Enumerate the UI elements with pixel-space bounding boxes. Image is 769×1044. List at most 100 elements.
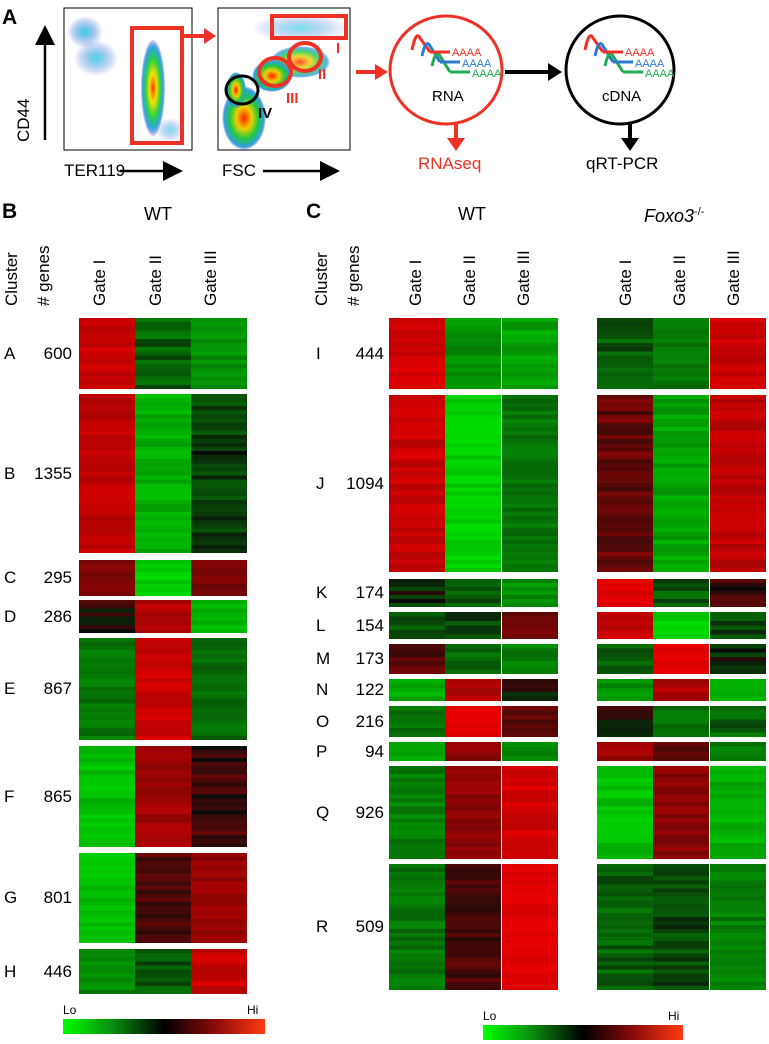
cluster-id-l: L [316,615,326,635]
heatmap-cell-b-gate-3 [191,394,247,553]
heatmap-wt-cell-l-gate-3 [502,612,558,639]
heatmap-wt-cell-q-gate-1 [389,766,445,859]
panel-b-letter: B [2,200,18,223]
heatmap-wt-cell-o-gate-2 [445,706,501,737]
heatmap-wt-cell-n-gate-2 [445,679,501,701]
heatmap-ko-cell-k-gate-2 [653,579,709,607]
cluster-genes-l: 154 [355,615,384,635]
heatmap-ko-cell-l-gate-1 [597,612,653,639]
cluster-id-j: J [316,473,325,493]
qrtpcr-label: qRT-PCR [586,154,659,173]
heatmap-ko-cell-l-gate-2 [653,612,709,639]
heatmap-wt-cell-q-gate-2 [445,766,501,859]
heatmap-ko-cell-j-gate-3 [710,395,766,572]
heatmap-cell-d-gate-2 [135,600,191,633]
gate-label-iii: III [286,90,299,107]
cluster-genes-f: 865 [43,786,72,806]
heatmap-ko-cell-p-gate-3 [710,742,766,761]
cdna-poly-a-3: AAAA [645,68,675,80]
heatmap-ko-cell-m-gate-2 [653,644,709,674]
heatmap-wt-cell-r-gate-1 [389,864,445,990]
cluster-id-o: O [316,711,330,731]
heatmap-cell-e-gate-1 [79,638,135,740]
cluster-genes-b: 1355 [34,463,72,483]
panel-a-graphics [35,7,676,181]
cluster-id-e: E [4,679,16,698]
cdna-poly-a-1: AAAA [625,47,655,59]
cluster-id-m: M [316,649,331,668]
panel-c-ko-col-gate-i: Gate I [616,259,635,306]
heatmap-ko-cell-p-gate-1 [597,742,653,761]
heatmap-cell-a-gate-3 [191,318,247,389]
rnaseq-label: RNAseq [418,154,482,173]
heatmap-wt-cell-l-gate-2 [445,612,501,639]
heatmap-ko-cell-i-gate-2 [653,318,709,389]
flow-plot-ter119 [63,7,193,151]
fsc-axis-label: FSC [222,161,256,180]
heatmap-ko-cell-r-gate-2 [653,864,709,990]
panel-c-group-wt: WT [458,204,486,224]
panel-c-ko-col-gate-iii: Gate III [724,250,743,306]
rna-poly-a-1: AAAA [452,47,482,59]
panel-c-scale-lo: Lo [483,1009,497,1023]
cluster-genes-q: 926 [355,802,384,822]
panel-b-scale-lo: Lo [63,1003,77,1017]
cluster-genes-e: 867 [43,679,72,698]
heatmap-wt-cell-j-gate-2 [445,395,501,572]
cluster-genes-k: 174 [355,583,384,602]
panel-c-color-scale [483,1025,683,1040]
heatmap-cell-d-gate-1 [79,600,135,633]
cluster-id-k: K [316,583,328,602]
heatmap-ko-cell-q-gate-2 [653,766,709,859]
panel-c-wt-col-gate-i: Gate I [406,259,425,306]
panel-b-genes-header: # genes [34,245,53,307]
heatmap-cell-h-gate-2 [135,949,191,994]
heatmap-wt-cell-p-gate-1 [389,742,445,761]
ter119-axis-label: TER119 [64,161,126,180]
cluster-id-i: I [316,343,321,363]
heatmap-cell-c-gate-2 [135,560,191,596]
flow-plot-fsc [217,7,351,151]
foxo3-gene-name: Foxo3 [644,206,695,226]
heatmap-wt-cell-r-gate-3 [502,864,558,990]
heatmap-cell-e-gate-2 [135,638,191,740]
heatmap-cell-f-gate-1 [79,746,135,847]
panel-c-letter: C [306,200,322,223]
cd44-axis-label: CD44 [14,98,33,142]
heatmap-ko-cell-k-gate-1 [597,579,653,607]
panel-b-group-label: WT [144,204,172,224]
heatmap-cell-g-gate-2 [135,853,191,943]
cdna-label: cDNA [602,88,642,105]
gate-label-iv: IV [258,105,273,122]
heatmap-wt-cell-o-gate-1 [389,706,445,737]
heatmap-cell-h-gate-1 [79,949,135,994]
heatmap-cell-e-gate-3 [191,638,247,740]
cluster-genes-d: 286 [43,606,72,626]
heatmap-ko-cell-r-gate-3 [710,864,766,990]
heatmap-cell-a-gate-1 [79,318,135,389]
panel-b-col-gate-ii: Gate II [146,254,165,306]
cluster-id-q: Q [316,802,330,822]
heatmap-wt-cell-i-gate-2 [445,318,501,389]
heatmap-cell-f-gate-2 [135,746,191,847]
heatmap-ko-cell-m-gate-3 [710,644,766,674]
panel-c-scale-hi: Hi [668,1009,680,1023]
heatmap-wt-cell-m-gate-3 [502,644,558,674]
heatmap-wt-cell-n-gate-3 [502,679,558,701]
rna-poly-a-3: AAAA [472,68,502,80]
panel-c-group-foxo3: Foxo3-/- [644,204,704,225]
cluster-id-d: D [4,606,17,626]
cdna-poly-a-2: AAAA [635,58,665,70]
heatmap-wt-cell-k-gate-3 [502,579,558,607]
cluster-genes-a: 600 [43,343,72,363]
heatmap-ko-cell-k-gate-3 [710,579,766,607]
panel-b-cluster-header: Cluster [2,252,21,306]
heatmap-wt-cell-q-gate-3 [502,766,558,859]
heatmap-ko-cell-q-gate-3 [710,766,766,859]
cluster-genes-g: 801 [43,888,72,907]
heatmap-wt-cell-p-gate-2 [445,742,501,761]
heatmap-ko-cell-j-gate-1 [597,395,653,572]
heatmap-ko-cell-o-gate-3 [710,706,766,737]
panel-a-letter: A [2,6,18,29]
cluster-genes-h: 446 [43,961,72,981]
